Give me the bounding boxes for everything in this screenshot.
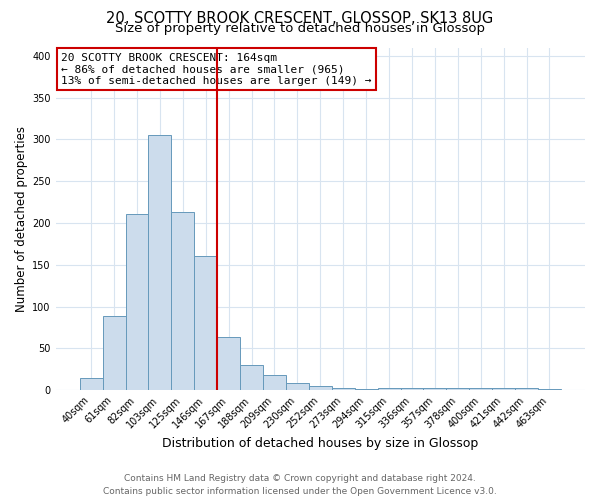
Bar [194, 256, 217, 390]
Bar [80, 378, 103, 390]
Bar [309, 386, 332, 390]
X-axis label: Distribution of detached houses by size in Glossop: Distribution of detached houses by size … [162, 437, 478, 450]
Bar [148, 136, 172, 390]
Bar [172, 212, 194, 390]
Text: 20, SCOTTY BROOK CRESCENT, GLOSSOP, SK13 8UG: 20, SCOTTY BROOK CRESCENT, GLOSSOP, SK13… [106, 11, 494, 26]
Bar [217, 336, 240, 390]
Bar [401, 388, 424, 390]
Bar [424, 388, 446, 390]
Bar [332, 388, 355, 390]
Bar [240, 365, 263, 390]
Bar [286, 382, 309, 390]
Y-axis label: Number of detached properties: Number of detached properties [15, 126, 28, 312]
Bar [125, 214, 148, 390]
Text: 20 SCOTTY BROOK CRESCENT: 164sqm
← 86% of detached houses are smaller (965)
13% : 20 SCOTTY BROOK CRESCENT: 164sqm ← 86% o… [61, 52, 371, 86]
Text: Size of property relative to detached houses in Glossop: Size of property relative to detached ho… [115, 22, 485, 35]
Bar [103, 316, 125, 390]
Bar [446, 388, 469, 390]
Bar [492, 388, 515, 390]
Bar [263, 375, 286, 390]
Bar [377, 388, 401, 390]
Bar [515, 388, 538, 390]
Bar [469, 388, 492, 390]
Text: Contains HM Land Registry data © Crown copyright and database right 2024.
Contai: Contains HM Land Registry data © Crown c… [103, 474, 497, 496]
Bar [538, 388, 561, 390]
